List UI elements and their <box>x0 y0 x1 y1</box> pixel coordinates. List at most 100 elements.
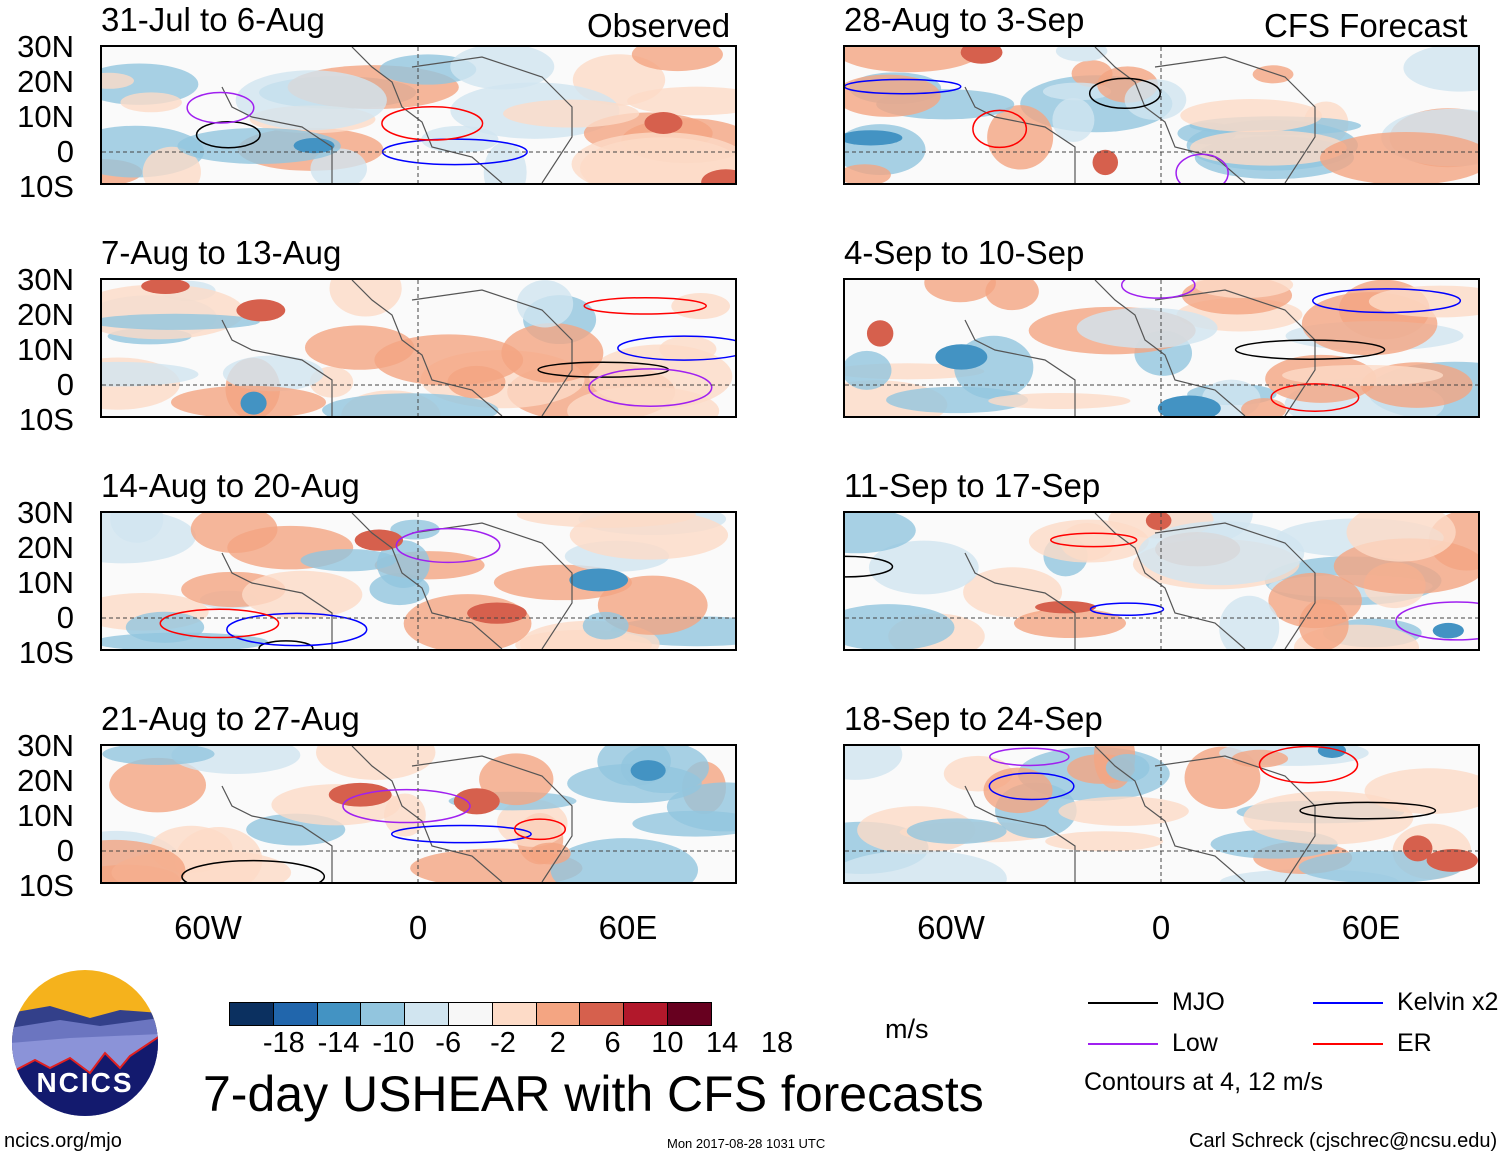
panel-title: 7-Aug to 13-Aug <box>101 234 342 271</box>
shear-anomaly-region <box>383 793 426 837</box>
lat-label: 20N <box>17 64 74 99</box>
wave-contour <box>159 608 280 639</box>
wave-contour <box>1299 801 1437 820</box>
colorbar-swatch <box>667 1003 711 1025</box>
shear-anomaly-region <box>1055 40 1108 62</box>
shear-anomaly-region <box>177 128 341 164</box>
shear-anomaly-core <box>935 344 988 370</box>
shear-anomaly-region <box>838 164 891 186</box>
shear-anomaly-region <box>567 763 702 804</box>
colorbar-swatch <box>624 1003 668 1025</box>
shear-anomaly-core <box>141 278 190 294</box>
shear-anomaly-region <box>310 148 367 189</box>
wave-contour <box>226 612 368 647</box>
shear-anomaly-region <box>671 293 731 320</box>
shear-anomaly-region <box>450 43 555 90</box>
shear-anomaly-region <box>190 505 278 553</box>
shear-anomaly-region <box>631 37 723 72</box>
colorbar-tick: 6 <box>604 1027 621 1059</box>
coastline <box>221 512 573 650</box>
shear-anomaly-region <box>175 827 263 893</box>
shear-anomaly-region <box>1013 608 1127 639</box>
shear-anomaly-core <box>1432 622 1464 639</box>
shear-anomaly-region <box>987 105 1054 170</box>
map-panel <box>32 260 751 441</box>
lat-label: 10N <box>17 565 74 600</box>
shear-anomaly-region <box>1138 521 1305 586</box>
lat-label: 20N <box>17 530 74 565</box>
lat-label: 10S <box>18 635 74 670</box>
shear-anomaly-region <box>569 510 729 560</box>
map-panel <box>804 263 1510 431</box>
shear-anomaly-core <box>644 112 683 134</box>
wave-contour <box>186 91 255 124</box>
lon-label: 60W <box>174 909 242 946</box>
shear-anomaly-region <box>1076 307 1218 349</box>
shear-anomaly-region <box>300 549 397 572</box>
colorbar-tick: -2 <box>490 1027 516 1059</box>
shear-anomaly-region <box>1105 753 1150 782</box>
shear-anomaly-region <box>235 70 387 131</box>
shear-anomaly-core <box>866 320 894 347</box>
panel-title: 18-Sep to 24-Sep <box>844 700 1103 737</box>
wave-contour <box>513 818 567 841</box>
wave-contour <box>1089 602 1165 617</box>
lat-label: 0 <box>56 600 74 635</box>
colorbar-tick: -14 <box>317 1027 360 1059</box>
legend-line <box>1313 1002 1383 1004</box>
footer-url[interactable]: ncics.org/mjo <box>4 1130 122 1152</box>
lon-label: 60W <box>917 909 985 946</box>
forecast-label: CFS Forecast <box>1264 7 1468 44</box>
units-label: m/s <box>885 1014 929 1044</box>
shear-anomaly-core <box>293 138 335 154</box>
colorbar-tick: 18 <box>760 1027 794 1059</box>
wave-contour <box>342 788 471 824</box>
shear-anomaly-core <box>1157 395 1221 422</box>
shear-anomaly-region <box>90 313 260 330</box>
shear-anomaly-region <box>821 604 955 651</box>
shear-anomaly-region <box>589 344 733 409</box>
shear-anomaly-core <box>1426 848 1478 872</box>
map-panel <box>795 723 1496 907</box>
shear-anomaly-core <box>960 40 1003 64</box>
shear-anomaly-core <box>1145 511 1172 531</box>
colorbar <box>229 1002 712 1026</box>
lat-label: 10S <box>18 402 74 437</box>
wave-contour <box>583 296 707 315</box>
shear-anomaly-region <box>120 92 182 113</box>
colorbar-tick: -6 <box>435 1027 462 1059</box>
wave-contour <box>1234 339 1386 360</box>
shear-anomaly-region <box>1219 595 1280 660</box>
colorbar-swatch <box>580 1003 625 1025</box>
shear-anomaly-region <box>1180 98 1322 133</box>
coastline <box>964 279 1316 417</box>
colorbar-swatch <box>317 1003 362 1025</box>
wave-contour <box>989 747 1070 767</box>
wave-contour <box>1088 77 1162 110</box>
lat-label: 30N <box>17 262 74 297</box>
colorbar-swatch <box>273 1003 318 1025</box>
panel-title: 4-Sep to 10-Sep <box>844 234 1085 271</box>
map-panel <box>50 495 785 667</box>
footer-credit: Carl Schreck (cjschrec@ncsu.edu) <box>1189 1130 1498 1152</box>
colorbar-tick: 14 <box>706 1027 739 1059</box>
shear-anomaly-region <box>988 392 1131 409</box>
shear-anomaly-region <box>868 540 979 595</box>
figure-title: 7-day USHEAR with CFS forecasts <box>203 1066 984 1122</box>
shear-anomaly-region <box>390 519 440 540</box>
shear-anomaly-region <box>1045 831 1164 852</box>
panel-title: 31-Jul to 6-Aug <box>101 1 325 38</box>
shear-anomaly-region <box>503 99 640 128</box>
shear-anomaly-region <box>550 838 699 902</box>
shear-anomaly-region <box>1282 364 1444 386</box>
shear-anomaly-region <box>1298 599 1349 651</box>
wave-contour <box>390 824 532 844</box>
shear-anomaly-region <box>516 280 574 328</box>
shear-anomaly-region <box>496 799 568 847</box>
panel-title: 28-Aug to 3-Sep <box>844 1 1085 38</box>
wave-contour <box>1270 383 1360 412</box>
panel-title: 14-Aug to 20-Aug <box>101 467 360 504</box>
wave-contour <box>1050 532 1138 548</box>
colorbar-swatch <box>405 1003 449 1025</box>
shear-anomaly-core <box>453 788 500 815</box>
